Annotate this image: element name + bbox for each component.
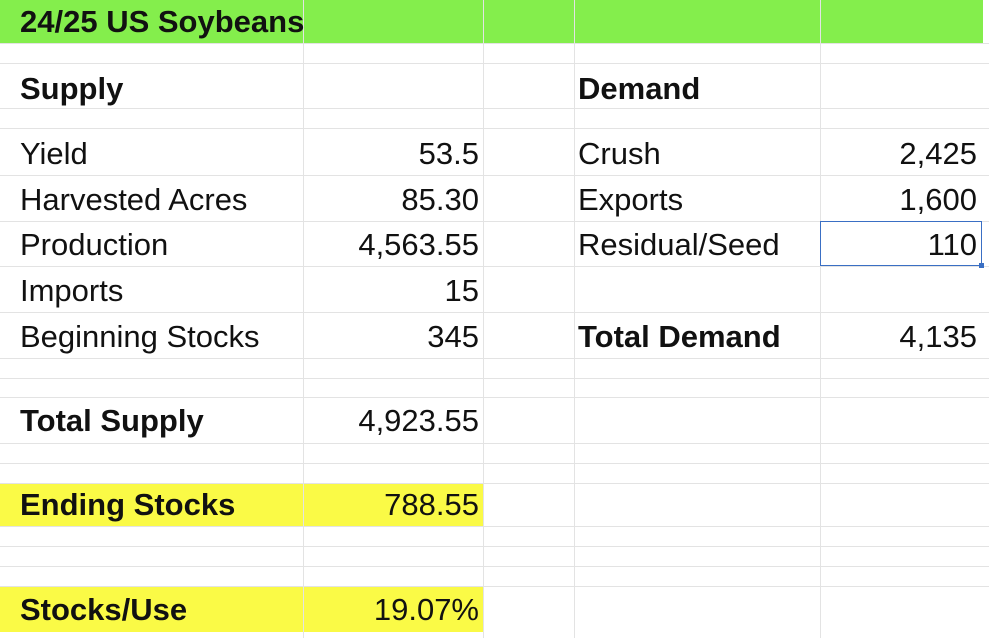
- gridline-horizontal: [0, 378, 989, 379]
- demand-header[interactable]: Demand: [578, 70, 701, 106]
- gridline-vertical: [303, 0, 304, 638]
- gridline-horizontal: [0, 108, 989, 109]
- supply-label-harvested-acres[interactable]: Harvested Acres: [20, 181, 248, 217]
- gridline-vertical: [574, 0, 575, 638]
- gridline-vertical: [820, 0, 821, 638]
- gridline-horizontal: [0, 566, 989, 567]
- ending-stocks-fill: [0, 483, 483, 526]
- supply-label-yield[interactable]: Yield: [20, 135, 88, 171]
- supply-label-beginning-stocks[interactable]: Beginning Stocks: [20, 318, 260, 354]
- supply-value-harvested-acres[interactable]: 85.30: [401, 181, 479, 217]
- total-demand-label[interactable]: Total Demand: [578, 318, 781, 354]
- total-demand-value[interactable]: 4,135: [899, 318, 977, 354]
- ending-stocks-value[interactable]: 788.55: [384, 487, 479, 522]
- gridline-horizontal: [0, 397, 989, 398]
- stocks-use-fill: [0, 586, 483, 632]
- gridline-horizontal: [0, 443, 989, 444]
- demand-value-residual-seed[interactable]: 110: [927, 226, 977, 262]
- title-row-fill: [0, 0, 983, 43]
- gridline-horizontal: [0, 63, 989, 64]
- supply-header[interactable]: Supply: [20, 70, 124, 106]
- gridline-horizontal: [0, 175, 989, 176]
- stocks-use-value[interactable]: 19.07%: [373, 591, 479, 627]
- gridline-horizontal: [0, 221, 989, 222]
- demand-value-exports[interactable]: 1,600: [899, 181, 977, 217]
- selected-cell-outline[interactable]: [820, 221, 982, 266]
- gridline-horizontal: [0, 546, 989, 547]
- sheet-title[interactable]: 24/25 US Soybeans: [20, 4, 305, 39]
- gridline-horizontal: [0, 358, 989, 359]
- supply-label-production[interactable]: Production: [20, 226, 169, 262]
- gridline-horizontal: [0, 483, 989, 484]
- supply-value-imports[interactable]: 15: [444, 272, 479, 308]
- demand-label-residual-seed[interactable]: Residual/Seed: [578, 226, 780, 262]
- demand-label-exports[interactable]: Exports: [578, 181, 684, 217]
- gridline-horizontal: [0, 526, 989, 527]
- gridline-horizontal: [0, 312, 989, 313]
- supply-label-imports[interactable]: Imports: [20, 272, 124, 308]
- gridline-vertical: [483, 0, 484, 638]
- gridline-horizontal: [0, 128, 989, 129]
- gridline-horizontal: [0, 266, 989, 267]
- supply-value-yield[interactable]: 53.5: [418, 135, 479, 171]
- demand-value-crush[interactable]: 2,425: [899, 135, 977, 171]
- gridline-horizontal: [0, 463, 989, 464]
- supply-value-beginning-stocks[interactable]: 345: [427, 318, 479, 354]
- fill-handle[interactable]: [979, 263, 984, 268]
- gridline-horizontal: [0, 586, 989, 587]
- stocks-use-label[interactable]: Stocks/Use: [20, 591, 188, 627]
- total-supply-label[interactable]: Total Supply: [20, 402, 204, 438]
- ending-stocks-label[interactable]: Ending Stocks: [20, 487, 236, 522]
- supply-value-production[interactable]: 4,563.55: [358, 226, 479, 262]
- demand-label-crush[interactable]: Crush: [578, 135, 661, 171]
- total-supply-value[interactable]: 4,923.55: [358, 402, 479, 438]
- gridline-horizontal: [0, 43, 989, 44]
